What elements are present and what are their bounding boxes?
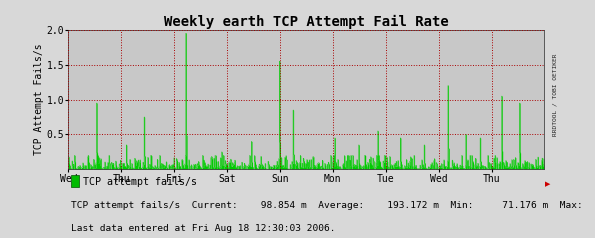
Text: ▶: ▶ [545, 181, 550, 188]
Bar [71, 174, 79, 187]
Text: RRDTOOL / TOBI OETIKER: RRDTOOL / TOBI OETIKER [552, 54, 557, 136]
Text: TCP attempt fails/s  Current:    98.854 m  Average:    193.172 m  Min:     71.17: TCP attempt fails/s Current: 98.854 m Av… [71, 201, 595, 210]
Text: Last data entered at Fri Aug 18 12:30:03 2006.: Last data entered at Fri Aug 18 12:30:03… [71, 224, 336, 233]
Title: Weekly earth TCP Attempt Fail Rate: Weekly earth TCP Attempt Fail Rate [164, 15, 449, 29]
Y-axis label: TCP Attempt Fails/s: TCP Attempt Fails/s [34, 44, 44, 155]
Text: TCP attempt fails/s: TCP attempt fails/s [83, 177, 197, 187]
